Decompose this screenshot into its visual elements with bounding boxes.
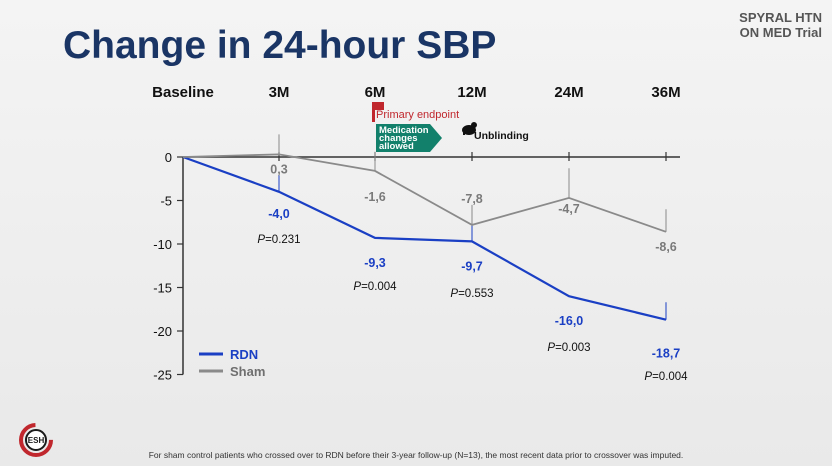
x-category-label: Baseline: [152, 84, 214, 101]
data-label-sham: -8,6: [655, 240, 677, 254]
y-tick-label: -5: [160, 194, 172, 209]
unblinding-label: Unblinding: [474, 130, 529, 142]
primary-endpoint-label: Primary endpoint: [376, 109, 459, 121]
primary-endpoint-annotation: Primary endpoint: [372, 102, 459, 122]
y-tick-label: 0: [165, 150, 172, 165]
p-value-label: P=0.231: [257, 234, 300, 246]
legend-sham-label: Sham: [230, 364, 265, 379]
data-label-rdn: -16,0: [555, 314, 584, 328]
medication-label-line2: changes: [379, 133, 418, 144]
data-label-rdn: -18,7: [652, 347, 681, 361]
data-label-sham: -4,7: [558, 202, 580, 216]
flag-icon: [372, 102, 375, 122]
trial-name-line1: SPYRAL HTN: [739, 10, 822, 25]
chart-axes: 0 -5 -10 -15 -20 -25 Baseline 3M 6M 12M 24M 36M: [152, 84, 680, 383]
p-value-label: P=0.004: [353, 281, 397, 293]
medication-label-line3: allowed: [379, 141, 414, 152]
x-category-label: 3M: [269, 84, 290, 101]
y-tick-label: -20: [153, 324, 172, 339]
trial-name: SPYRAL HTN ON MED Trial: [682, 10, 822, 40]
data-label-rdn: -9,7: [461, 259, 483, 273]
data-label-sham: -1,6: [364, 190, 386, 204]
data-label-rdn: -4,0: [268, 207, 290, 221]
legend-rdn-label: RDN: [230, 347, 258, 362]
footnote: For sham control patients who crossed ov…: [148, 450, 684, 460]
p-value-label: P=0.004: [644, 371, 688, 383]
data-label-rdn: -9,3: [364, 256, 386, 270]
medication-arrow: [376, 124, 442, 152]
x-category-label: 36M: [651, 84, 680, 101]
p-value-label: P=0.003: [547, 342, 590, 354]
data-label-sham: 0,3: [270, 162, 287, 176]
series-line-rdn: [182, 155, 667, 321]
page-title: Change in 24-hour SBP: [63, 24, 497, 67]
unblinding-icon: [462, 122, 477, 135]
trial-name-line2: ON MED Trial: [739, 25, 822, 40]
x-category-label: 6M: [365, 84, 386, 101]
medication-label-line1: Medication: [379, 125, 429, 136]
p-value-label: P=0.553: [450, 288, 493, 300]
x-category-label: 24M: [554, 84, 583, 101]
medication-changes-annotation: Medication changes allowed: [376, 124, 442, 152]
unblinding-annotation: Unblinding: [462, 122, 529, 142]
data-label-sham: -7,8: [461, 192, 483, 206]
y-tick-label: -15: [153, 281, 172, 296]
x-category-label: 12M: [457, 84, 486, 101]
chart-legend: RDN Sham: [199, 347, 265, 379]
chart-marks: -4,0 -9,3 -9,7 -16,0 -18,7 0,3 -1,6 -7,8 -4,7 -8,…: [182, 134, 688, 383]
y-tick-label: -25: [153, 368, 172, 383]
series-line-sham: [182, 153, 667, 233]
esh-logo: ESH: [19, 423, 53, 457]
y-tick-label: -10: [153, 237, 172, 252]
logo-text: ESH: [28, 436, 45, 445]
